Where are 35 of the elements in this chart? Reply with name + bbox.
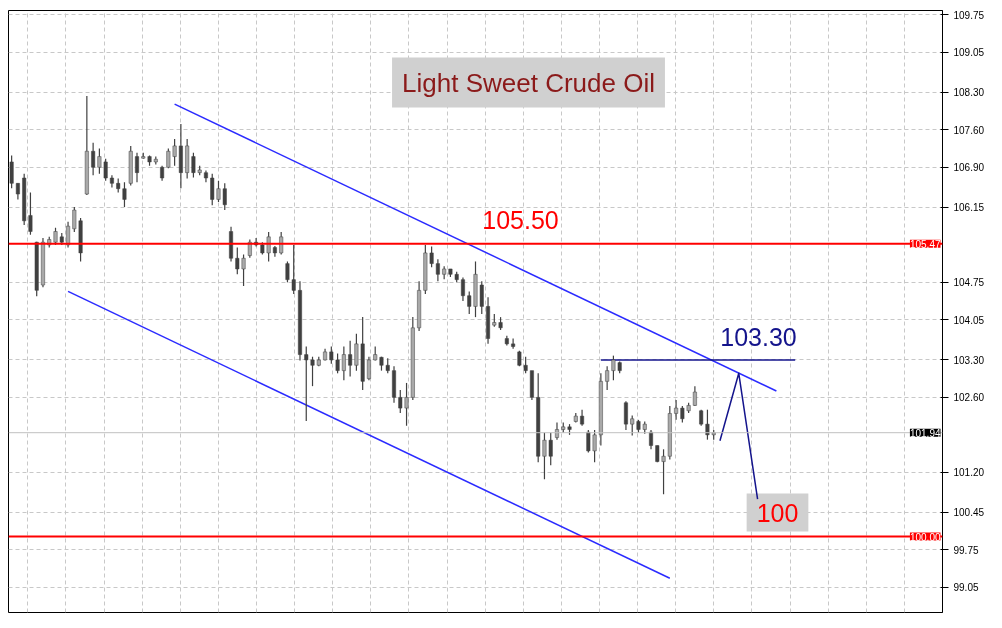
y-tick-label: 101.20 bbox=[953, 467, 985, 479]
candlestick bbox=[460, 276, 465, 302]
candlestick bbox=[623, 400, 628, 431]
candlestick bbox=[91, 142, 96, 176]
y-tick-label: 106.90 bbox=[953, 162, 985, 174]
y-tick-label: 99.05 bbox=[953, 582, 979, 594]
y-tick-label: 104.75 bbox=[953, 277, 985, 289]
y-tick-label: 100.45 bbox=[953, 507, 985, 519]
candlestick bbox=[605, 365, 610, 391]
candlestick bbox=[135, 152, 139, 183]
candlestick bbox=[649, 429, 653, 450]
y-tick-label: 109.75 bbox=[953, 9, 985, 21]
annotation: 103.30 bbox=[720, 322, 797, 351]
ref-line-label: 100.00 bbox=[909, 531, 941, 543]
candlestick bbox=[9, 154, 14, 189]
text: Light Sweet Crude Oil bbox=[402, 67, 655, 98]
candlestick bbox=[674, 399, 679, 421]
annotation: 100 bbox=[756, 498, 799, 527]
y-tick-label: 103.30 bbox=[953, 354, 985, 366]
candlestick bbox=[366, 356, 371, 381]
ref-line-label: 101.94 bbox=[909, 427, 941, 439]
y-tick-label: 109.05 bbox=[953, 47, 985, 59]
annotation: 105.50 bbox=[482, 205, 559, 234]
y-tick-label: 107.60 bbox=[953, 124, 985, 136]
y-tick-label: 99.75 bbox=[953, 544, 979, 556]
candlestick bbox=[66, 221, 71, 249]
ref-line-label: 105.47 bbox=[909, 238, 941, 250]
candlestick bbox=[692, 385, 697, 407]
y-tick-label: 102.60 bbox=[953, 392, 985, 404]
candlestick bbox=[304, 345, 309, 422]
y-tick-label: 108.30 bbox=[953, 87, 985, 99]
candlestick bbox=[511, 337, 516, 350]
candlestick bbox=[435, 258, 440, 282]
y-tick-label: 104.05 bbox=[953, 314, 985, 326]
y-tick-label: 106.15 bbox=[953, 202, 985, 214]
